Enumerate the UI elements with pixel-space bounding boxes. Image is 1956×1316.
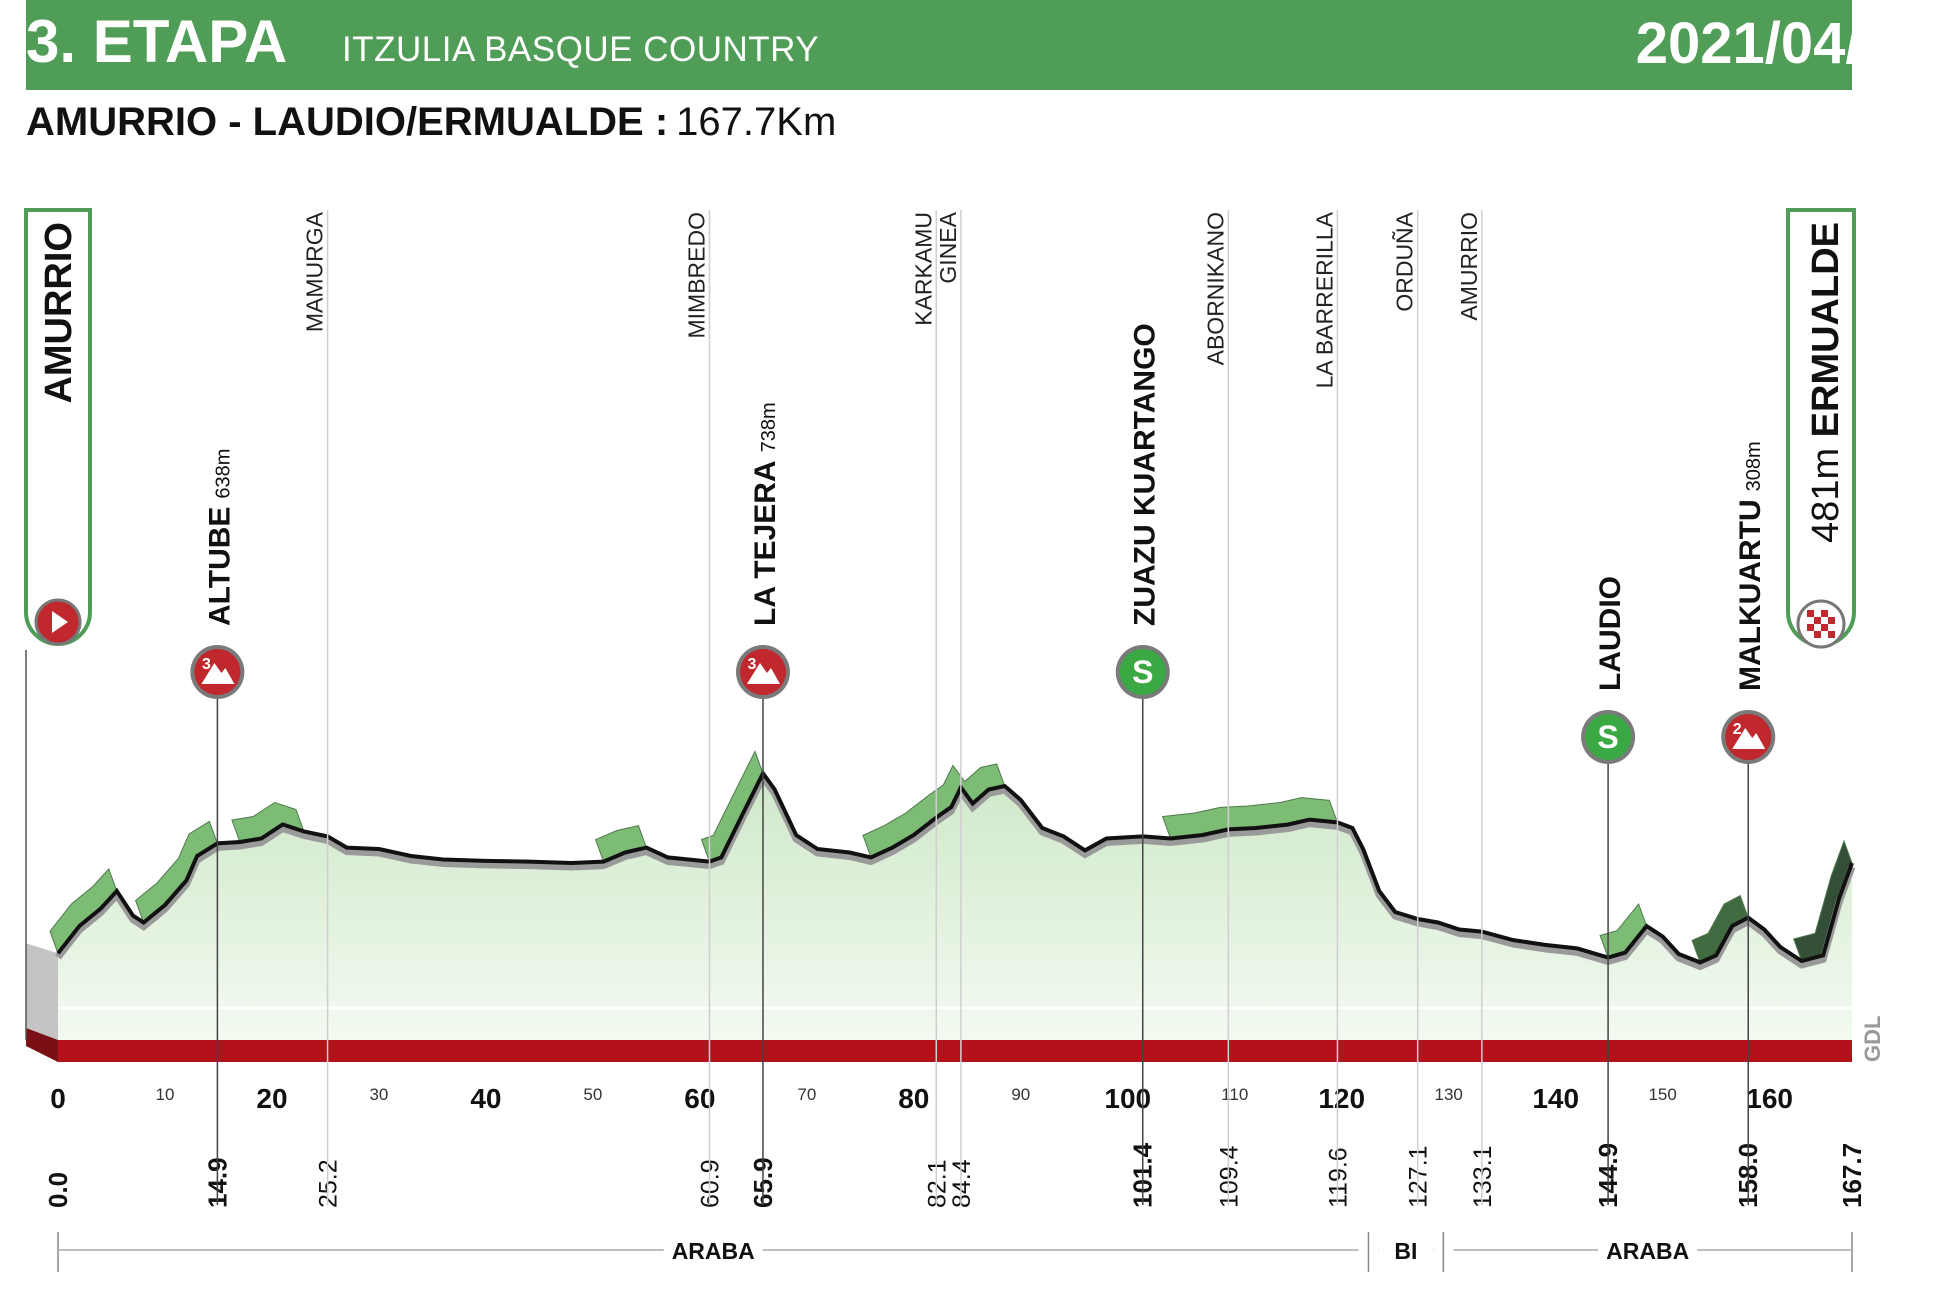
km-marker-label: 0.0 (43, 1172, 73, 1208)
profile-base-bar (58, 1040, 1852, 1062)
place-name-label: ABORNIKANO (1202, 212, 1228, 365)
checker-square (1807, 610, 1814, 617)
x-tick-label-major: 60 (684, 1083, 715, 1114)
poi-name-label: LAUDIO (1594, 576, 1627, 691)
km-marker-label: 84.4 (948, 1159, 976, 1208)
region-label: BI (1394, 1238, 1417, 1264)
place-name-label: AMURRIO (1456, 212, 1482, 321)
region-label: ARABA (672, 1238, 755, 1264)
climb-category-label: 2 (1733, 721, 1742, 738)
sprint-icon (1119, 649, 1166, 695)
profile-area (58, 773, 1852, 1040)
km-marker-label: 167.7 (1837, 1143, 1867, 1208)
x-tick-label-major: 20 (256, 1083, 287, 1114)
km-marker-label: 60.9 (697, 1159, 725, 1208)
stage-header-bar (26, 0, 1852, 90)
watermark-text: GDL (1860, 1016, 1885, 1062)
climb-category-label: 3 (202, 656, 211, 673)
x-tick-label-minor: 90 (1011, 1085, 1030, 1104)
finish-altitude: 481m (1805, 437, 1847, 543)
checker-square (1828, 631, 1835, 638)
x-tick-label-minor: 130 (1435, 1085, 1463, 1104)
km-marker-label: 127.1 (1405, 1145, 1433, 1208)
x-tick-label-major: 100 (1104, 1083, 1151, 1114)
checker-square (1821, 610, 1828, 617)
route-distance: 167.7Km (676, 100, 837, 144)
poi-name: MALKUARTU (1734, 499, 1767, 691)
place-name-label: KARKAMU (910, 212, 936, 326)
km-marker-label: 25.2 (315, 1159, 343, 1208)
place-name-label: MIMBREDO (684, 212, 710, 339)
poi-altitude: 638m (212, 449, 234, 499)
profile-line (56, 769, 1854, 965)
x-tick-label-major: 140 (1532, 1083, 1579, 1114)
play-triangle (52, 611, 68, 633)
stage-date: 2021/04/07 (1635, 11, 1926, 76)
checker-square (1807, 624, 1814, 631)
route-line: AMURRIO - LAUDIO/ERMUALDE :167.7Km (26, 94, 836, 150)
place-name-label: GINEA (935, 211, 961, 283)
x-tick-label-major: 0 (50, 1083, 66, 1114)
mountain-shape (201, 663, 235, 684)
sprint-icon (1585, 714, 1632, 760)
checker-square (1828, 617, 1835, 624)
poi-name-label: LA TEJERA 738m (749, 402, 782, 626)
place-name-label: LA BARRERILLA (1311, 211, 1337, 388)
x-tick-label-major: 40 (470, 1083, 501, 1114)
x-tick-label-minor: 110 (1221, 1085, 1248, 1104)
x-tick-label-minor: 30 (369, 1085, 388, 1104)
x-tick-label-minor: 150 (1648, 1085, 1676, 1104)
finish-town-label: 481m ERMUALDE (1805, 222, 1847, 543)
poi-name-label: ZUAZU KUARTANGO (1129, 323, 1162, 626)
km-marker-label: 109.4 (1215, 1145, 1243, 1208)
km-marker-label: 82.1 (923, 1159, 951, 1208)
base-left-wall (26, 1028, 58, 1062)
poi-name-label: ALTUBE 638m (203, 449, 236, 626)
km-marker-label: 119.6 (1324, 1147, 1352, 1208)
region-label: ARABA (1606, 1238, 1689, 1264)
km-marker-label: 133.1 (1469, 1145, 1497, 1208)
poi-name-label: MALKUARTU 308m (1734, 441, 1767, 691)
poi-name: ALTUBE (203, 507, 236, 626)
stage-number: 3. ETAPA (26, 8, 288, 75)
checker-square (1814, 617, 1821, 624)
mountain-shape (1732, 728, 1766, 749)
place-name-label: ORDUÑA (1392, 211, 1418, 311)
x-tick-label-major: 120 (1318, 1083, 1365, 1114)
sprint-badge-letter: S (1597, 719, 1618, 755)
checker-square (1821, 624, 1828, 631)
mountain-shape (746, 663, 780, 684)
x-tick-label-major: 80 (898, 1083, 929, 1114)
x-tick-label-minor: 50 (583, 1085, 602, 1104)
sprint-badge-letter: S (1132, 654, 1153, 690)
place-name-label: MAMURGA (302, 211, 328, 332)
start-town-label: AMURRIO (38, 222, 80, 404)
profile-shadow-line (55, 770, 1856, 971)
x-tick-label-minor: 70 (797, 1085, 816, 1104)
x-tick-label-major: 160 (1746, 1083, 1793, 1114)
poi-name: LA TEJERA (749, 460, 782, 626)
race-name: ITZULIA BASQUE COUNTRY (342, 30, 820, 69)
finish-town: ERMUALDE (1805, 222, 1847, 437)
poi-altitude: 738m (758, 402, 780, 452)
checker-square (1814, 631, 1821, 638)
poi-name: LAUDIO (1594, 576, 1627, 691)
x-tick-label-minor: 10 (156, 1085, 175, 1104)
poi-name: ZUAZU KUARTANGO (1129, 323, 1162, 626)
route-endpoints: AMURRIO - LAUDIO/ERMUALDE : (26, 100, 669, 144)
poi-altitude: 308m (1743, 441, 1765, 491)
climb-category-label: 3 (748, 656, 757, 673)
